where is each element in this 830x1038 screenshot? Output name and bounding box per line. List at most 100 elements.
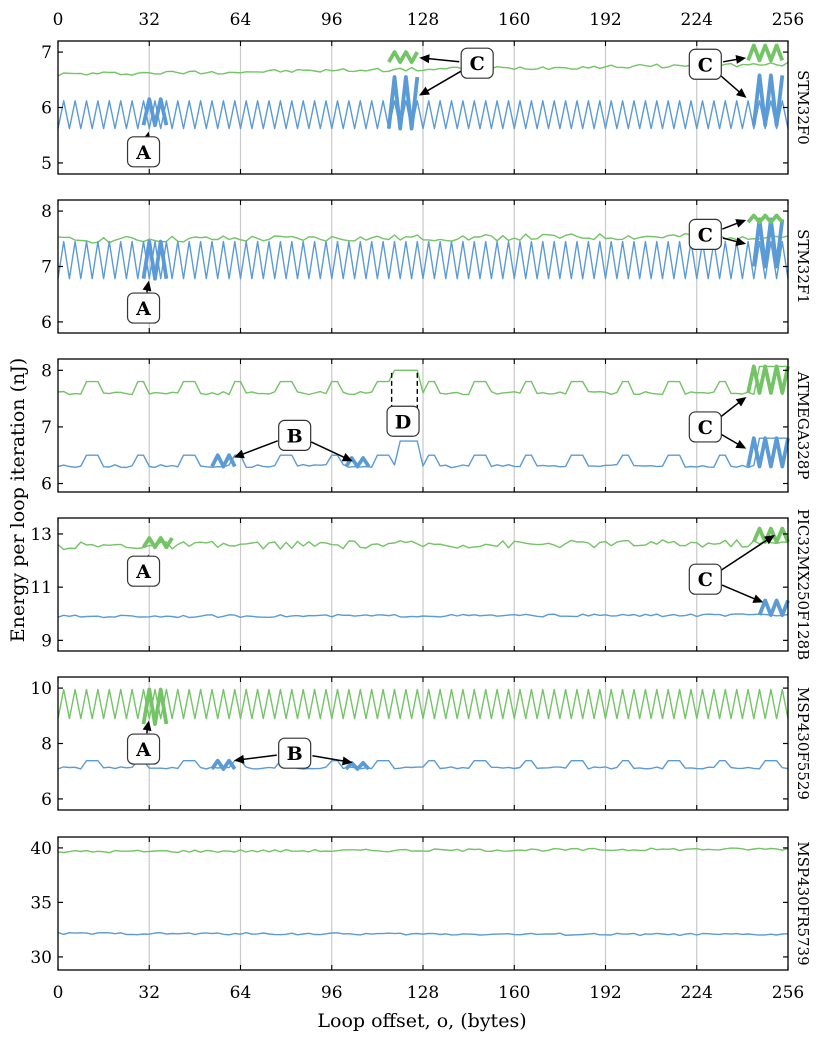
blue-series-line	[57, 613, 789, 619]
y-tick-label: 30	[30, 948, 52, 968]
panel-name-label: ATMEGA328P	[794, 371, 812, 480]
green-series-line	[57, 365, 788, 396]
annotation-box	[126, 555, 161, 587]
top-x-tick-label: 256	[772, 10, 804, 30]
y-tick-label: 9	[41, 631, 52, 651]
annotation-arrow	[425, 70, 462, 93]
y-tick-label: 7	[41, 418, 52, 438]
y-tick-label: 40	[30, 839, 52, 859]
annotation-arrowhead	[735, 439, 747, 449]
bottom-x-tick-label: 0	[53, 983, 64, 1003]
annotation-arrowhead	[341, 453, 353, 462]
annotation-arrowhead	[735, 237, 747, 246]
y-tick-label: 8	[41, 735, 52, 755]
top-x-tick-label: 0	[53, 10, 64, 30]
blue-highlight-segment	[141, 239, 169, 281]
annotation-arrowhead	[233, 449, 245, 459]
bottom-x-tick-label: 192	[589, 983, 621, 1003]
annotation-arrowhead	[142, 720, 152, 732]
panel-msp430f5529: A B 6 8 10 MSP430F5529	[30, 676, 812, 811]
annotation-arrow	[427, 57, 460, 63]
annotation-arrowhead	[419, 86, 430, 96]
annotation-label: B	[287, 425, 303, 447]
blue-series-line	[57, 437, 788, 469]
y-tick-label: 35	[30, 893, 52, 913]
green-series-line	[57, 232, 789, 244]
y-tick-label: 8	[41, 361, 52, 381]
top-x-tick-label: 192	[589, 10, 621, 30]
y-tick-label: 7	[41, 258, 52, 278]
annotation-arrowhead	[419, 54, 430, 64]
green-highlight-segment	[752, 526, 790, 544]
annotation-box	[278, 737, 312, 769]
top-x-tick-label: 96	[321, 10, 343, 30]
bottom-x-tick-label: 256	[772, 983, 804, 1003]
blue-highlight-segment	[751, 217, 785, 269]
panel-name-label: STM32F1	[794, 229, 812, 304]
green-series-line	[57, 539, 789, 551]
annotation-label: D	[395, 411, 411, 433]
blue-series-line	[57, 931, 789, 937]
annotation-arrowhead	[735, 219, 747, 228]
y-tick-label: 6	[41, 475, 52, 495]
bottom-x-tick-label: 32	[138, 983, 160, 1003]
annotation-bracket	[390, 370, 418, 410]
blue-highlight-segment	[751, 73, 785, 128]
annotation-arrow	[722, 237, 739, 243]
green-series-line	[57, 688, 789, 720]
annotation-label: C	[698, 224, 713, 246]
panel-name-label: MSP430FR5739	[794, 841, 812, 965]
y-tick-label: 5	[41, 154, 52, 174]
blue-highlight-segment	[210, 453, 237, 469]
bottom-x-tick-label: 64	[230, 983, 252, 1003]
annotation-arrowhead	[735, 396, 747, 407]
annotation-arrowhead	[752, 594, 764, 603]
annotation-arrow	[722, 58, 739, 63]
annotation-label: A	[135, 561, 151, 583]
top-x-tick-label: 128	[407, 10, 439, 30]
bottom-x-tick-label: 224	[681, 983, 713, 1003]
blue-series-line	[57, 760, 789, 770]
y-tick-label: 13	[30, 525, 52, 545]
annotation-arrow	[310, 441, 346, 459]
annotation-arrowhead	[735, 55, 747, 64]
annotation-label: C	[698, 417, 713, 439]
panel-name-label: STM32F0	[794, 70, 812, 145]
bottom-x-tick-label: 96	[321, 983, 343, 1003]
annotation-arrow	[722, 221, 739, 230]
annotation-box	[278, 419, 312, 452]
annotation-arrow	[719, 401, 741, 419]
top-x-tick-label: 32	[138, 10, 160, 30]
annotation-arrowhead	[764, 535, 775, 545]
annotation-label: C	[698, 54, 713, 76]
x-axis-label: Loop offset, o, (bytes)	[317, 1010, 526, 1032]
annotation-label: C	[698, 569, 713, 591]
bottom-x-tick-label: 128	[407, 983, 439, 1003]
annotation-arrow	[241, 754, 277, 761]
y-tick-label: 7	[41, 43, 52, 63]
annotation-arrow	[721, 584, 757, 601]
green-highlight-segment	[746, 43, 785, 63]
annotation-box	[460, 47, 494, 79]
blue-series-line	[57, 100, 789, 130]
annotation-label: A	[135, 142, 151, 164]
annotation-box	[126, 292, 161, 324]
annotation-arrowhead	[142, 280, 152, 292]
panel-name-label: PIC32MX250F128B	[794, 509, 812, 660]
green-highlight-segment	[141, 536, 174, 550]
panel-pic32mx250f128b: A C 9 11 13 PIC32MX250F128B	[30, 509, 812, 660]
y-axis-label: Energy per loop iteration (nJ)	[7, 358, 29, 643]
annotation-label: C	[470, 53, 485, 75]
annotation-arrow	[241, 440, 279, 456]
panel-name-label: MSP430F5529	[794, 687, 812, 800]
annotation-box	[688, 218, 722, 250]
blue-highlight-segment	[746, 436, 790, 469]
bottom-x-tick-label: 160	[498, 983, 530, 1003]
panel-stm32f1: A C 6 7 8 STM32F1	[41, 199, 812, 334]
annotation-arrowhead	[735, 88, 747, 98]
y-tick-label: 6	[41, 790, 52, 810]
annotation-box	[688, 563, 722, 595]
annotation-box	[688, 411, 722, 443]
annotation-box	[386, 405, 420, 437]
